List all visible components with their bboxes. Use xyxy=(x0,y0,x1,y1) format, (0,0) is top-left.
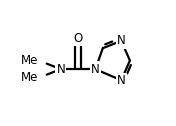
Text: Me: Me xyxy=(21,54,39,67)
Text: Me: Me xyxy=(21,71,39,84)
Text: N: N xyxy=(91,63,100,76)
Text: O: O xyxy=(74,32,83,45)
Text: N: N xyxy=(117,34,126,47)
Text: N: N xyxy=(117,74,126,87)
Text: N: N xyxy=(56,63,65,76)
